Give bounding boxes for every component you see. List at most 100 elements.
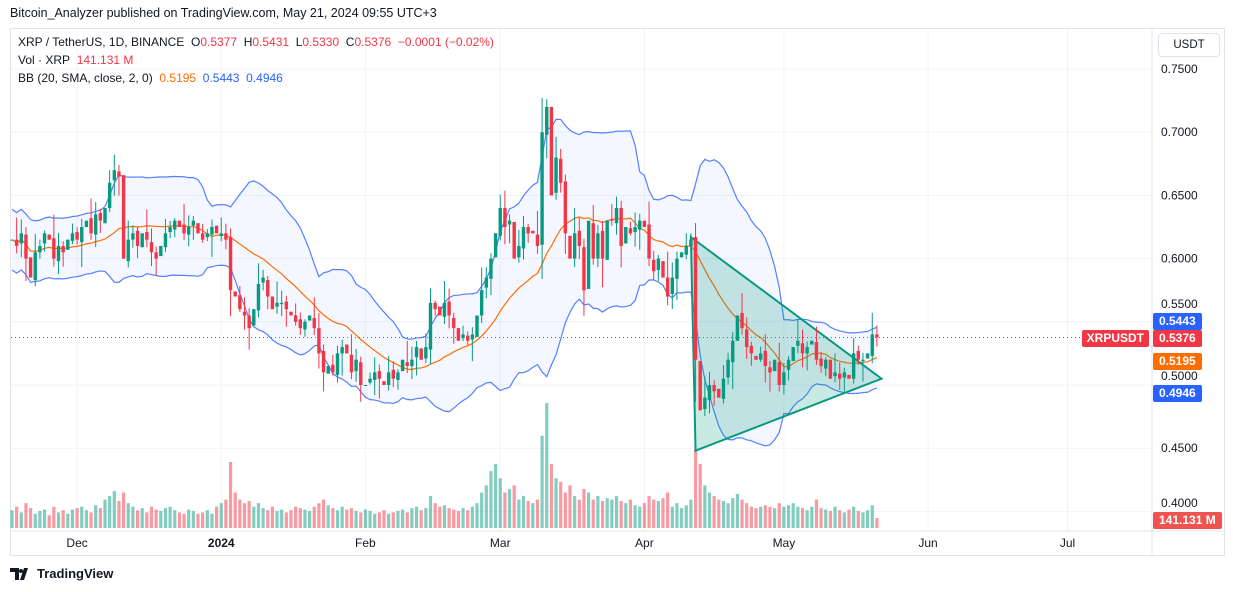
candle-body — [112, 170, 116, 181]
candle-body — [200, 233, 205, 240]
candle-body — [359, 362, 363, 385]
candle-body — [851, 353, 856, 379]
volume-bar — [661, 498, 665, 528]
candle-body — [512, 221, 516, 259]
volume-bar — [866, 510, 870, 528]
candle-body — [317, 328, 321, 354]
candle-body — [135, 230, 140, 246]
volume-bar — [577, 499, 581, 528]
currency-button[interactable]: USDT — [1158, 33, 1220, 57]
volume-bar — [559, 481, 563, 528]
candle-body — [684, 245, 688, 255]
time-tick-label: Mar — [490, 536, 511, 550]
candle-body — [796, 340, 800, 346]
bb-label[interactable]: BB (20, SMA, close, 2, 0) — [18, 71, 153, 85]
volume-bar — [828, 510, 832, 528]
volume-bar — [321, 499, 326, 528]
candle-body — [624, 227, 628, 244]
candle-body — [577, 230, 581, 246]
candle-body — [252, 309, 256, 326]
candle-body — [368, 378, 372, 383]
volume-bar — [712, 496, 716, 528]
bb-lower-tag: 0.4946 — [1153, 385, 1202, 402]
volume-bar — [168, 506, 172, 528]
volume-bar — [805, 510, 809, 528]
candle-body — [647, 224, 651, 259]
candle-body — [693, 237, 698, 360]
volume-bar — [308, 510, 312, 528]
volume-bar — [819, 508, 823, 528]
volume-bar — [233, 492, 237, 528]
chart-frame[interactable] — [10, 28, 1225, 556]
candle-body — [610, 219, 614, 221]
candle-body — [377, 371, 382, 379]
candle-body — [526, 227, 530, 234]
volume-bar — [810, 506, 814, 528]
volume-bar — [670, 506, 674, 528]
candle-body — [493, 233, 498, 258]
tradingview-logo[interactable]: TradingView — [10, 566, 113, 581]
candle-body — [331, 364, 335, 373]
candle-body — [740, 312, 744, 329]
candle-body — [554, 157, 558, 193]
candle-body — [628, 228, 633, 234]
candle-body — [870, 334, 874, 356]
candle-body — [224, 233, 228, 240]
volume-bar — [149, 506, 154, 528]
price-tick-label: 0.4000 — [1161, 496, 1198, 510]
volume-bar — [29, 508, 33, 528]
volume-bar — [112, 491, 116, 528]
symbol-legend: XRP / TetherUS, 1D, BINANCE O0.5377 H0.5… — [18, 35, 494, 49]
volume-bar — [52, 506, 56, 528]
volume-bar — [614, 496, 619, 528]
volume-bar — [377, 512, 381, 528]
volume-bar — [749, 506, 753, 528]
volume-bar — [494, 464, 498, 528]
symbol-name[interactable]: XRP / TetherUS, 1D, BINANCE — [18, 35, 185, 49]
volume-bar — [405, 512, 409, 528]
candle-body — [354, 359, 358, 372]
volume-bar — [740, 499, 744, 528]
volume-bar — [680, 508, 684, 528]
candle-body — [865, 353, 870, 359]
volume-bar — [215, 506, 219, 528]
price-tick-label: 0.4500 — [1161, 441, 1198, 455]
volume-bar — [182, 513, 186, 528]
candle-body — [419, 348, 423, 360]
candle-body — [19, 233, 23, 244]
volume-bar — [24, 503, 28, 528]
volume-bar — [256, 503, 261, 528]
candle-body — [675, 258, 679, 279]
volume-bar — [652, 499, 656, 528]
last-price-tag: 0.5376 — [1153, 330, 1202, 347]
volume-bar — [84, 510, 88, 528]
volume-bar — [10, 510, 14, 528]
volume-bar — [703, 485, 707, 528]
volume-bar — [177, 512, 181, 528]
volume-bar — [731, 498, 735, 528]
volume-bar — [414, 506, 419, 528]
candle-body — [731, 340, 735, 363]
volume-bar — [466, 510, 470, 528]
time-tick-label: May — [773, 536, 796, 550]
volume-bar — [242, 503, 247, 528]
candle-body — [531, 230, 535, 234]
volume-label[interactable]: Vol · XRP — [18, 53, 71, 67]
volume-bar — [489, 471, 493, 528]
candle-body — [163, 233, 168, 248]
volume-bar — [108, 496, 112, 528]
candle-body — [168, 227, 172, 233]
candle-body — [219, 233, 223, 236]
candle-body — [763, 350, 767, 367]
volume-bar — [80, 506, 84, 528]
candle-body — [698, 360, 702, 411]
candle-body — [312, 318, 316, 329]
volume-bar — [540, 435, 544, 528]
candle-body — [126, 239, 130, 262]
volume-bar — [587, 492, 591, 528]
candle-body — [159, 245, 163, 257]
volume-bar — [335, 510, 340, 528]
volume-bar — [605, 498, 609, 528]
volume-bar — [94, 505, 98, 528]
